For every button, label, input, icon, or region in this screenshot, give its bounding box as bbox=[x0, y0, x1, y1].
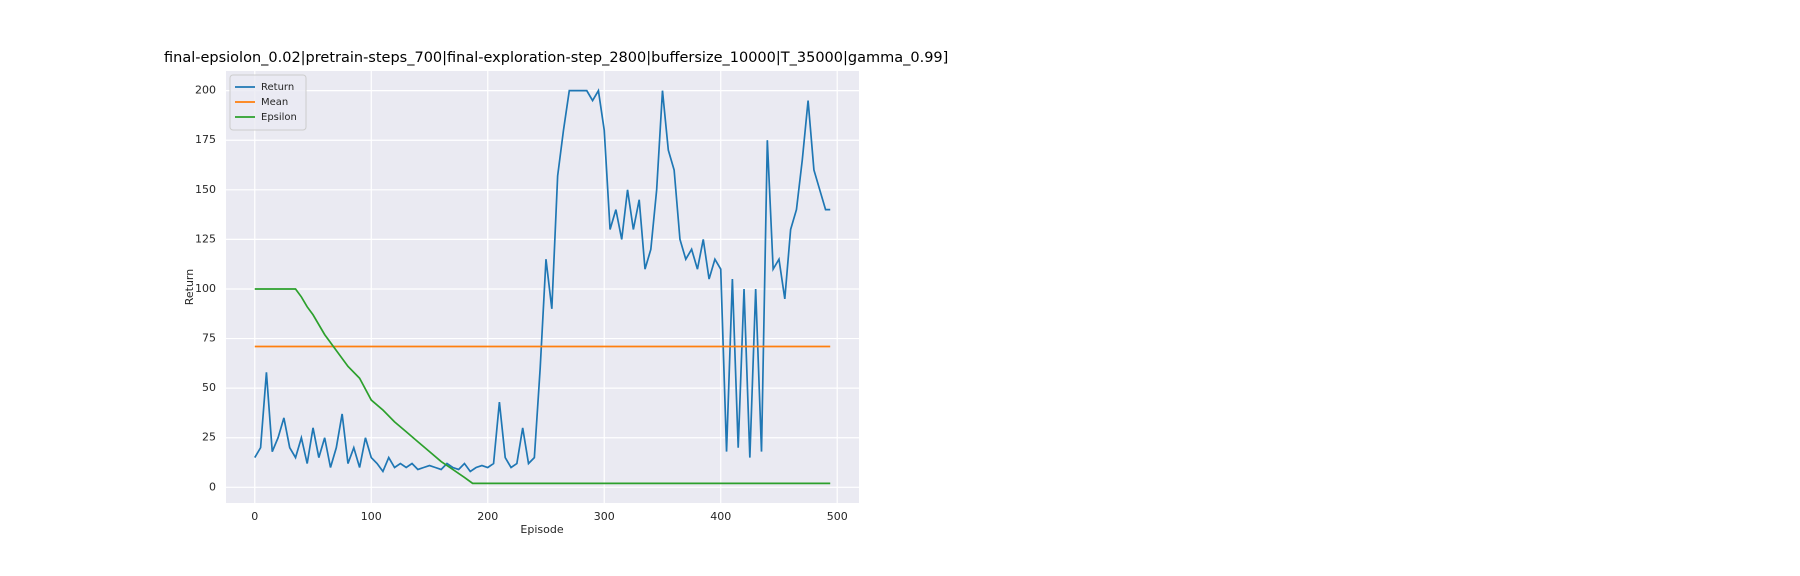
y-tick-label: 175 bbox=[195, 133, 216, 146]
y-tick-label: 125 bbox=[195, 232, 216, 245]
y-tick-label: 200 bbox=[195, 84, 216, 97]
y-tick-label: 150 bbox=[195, 183, 216, 196]
series-line bbox=[254, 288, 831, 485]
legend-label: Return bbox=[261, 82, 294, 93]
y-tick-label: 25 bbox=[202, 431, 216, 444]
plot-area bbox=[226, 71, 859, 503]
x-tick-label: 100 bbox=[361, 510, 382, 523]
x-axis-label: Episode bbox=[520, 523, 563, 536]
series-line bbox=[254, 88, 831, 474]
legend-label: Epsilon bbox=[261, 112, 297, 123]
x-tick-label: 500 bbox=[827, 510, 848, 523]
y-axis-label: Return bbox=[183, 269, 196, 306]
chart-title: final-epsiolon_0.02|pretrain-steps_700|f… bbox=[164, 50, 948, 66]
x-tick-label: 300 bbox=[594, 510, 615, 523]
y-tick-label: 0 bbox=[209, 480, 216, 493]
y-tick-label: 50 bbox=[202, 381, 216, 394]
x-tick-label: 200 bbox=[477, 510, 498, 523]
legend-label: Mean bbox=[261, 97, 288, 108]
y-tick-label: 75 bbox=[202, 332, 216, 345]
x-tick-label: 400 bbox=[710, 510, 731, 523]
y-tick-label: 100 bbox=[195, 282, 216, 295]
x-tick-label: 0 bbox=[251, 510, 258, 523]
